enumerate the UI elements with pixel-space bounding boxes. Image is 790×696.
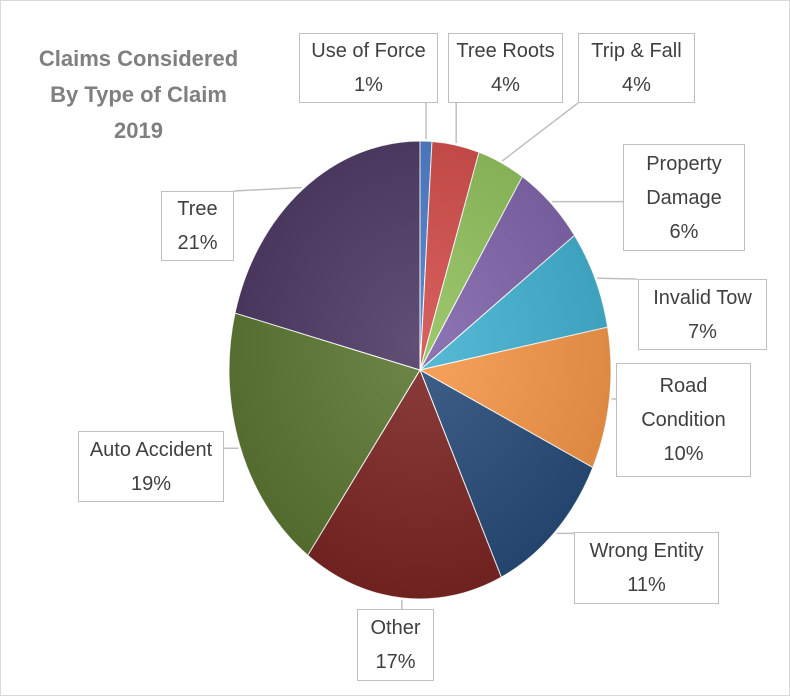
value-label: 19% [130, 472, 172, 495]
data-label: Wrong Entity 11% [574, 532, 719, 604]
data-label: Tree Roots 4% [448, 33, 563, 103]
data-label: Tree 21% [161, 191, 234, 261]
value-label: 11% [627, 574, 666, 596]
category-label: Tree [177, 198, 218, 220]
category-label: Wrong Entity [589, 540, 704, 562]
leader-line [501, 102, 579, 162]
category-label: Invalid Tow [653, 286, 752, 309]
value-label: 17% [375, 651, 416, 673]
leader-line [597, 277, 639, 280]
leader-line [233, 186, 302, 192]
data-label: Trip & Fall 4% [578, 33, 695, 103]
chart-title: Claims Considered By Type of Claim 2019 [38, 46, 239, 143]
data-label: Invalid Tow 7% [638, 279, 767, 350]
category-label: Auto Accident [89, 438, 213, 461]
data-label: Auto Accident 19% [78, 431, 224, 502]
value-label: 21% [177, 232, 218, 254]
value-label: 7% [688, 320, 717, 343]
category-label: Property Damage [646, 152, 722, 209]
category-label: Tree Roots [456, 40, 555, 62]
value-label: 6% [669, 220, 699, 243]
data-label: Road Condition 10% [616, 363, 751, 477]
category-label: Use of Force [311, 40, 426, 62]
data-label: Other 17% [357, 609, 434, 681]
value-label: 1% [354, 74, 383, 96]
slices [228, 140, 612, 600]
category-label: Road Condition [641, 375, 726, 431]
value-label: 4% [622, 74, 651, 96]
category-label: Other [370, 617, 421, 639]
data-label: Use of Force 1% [299, 33, 438, 103]
category-label: Trip & Fall [591, 40, 682, 62]
data-label: Property Damage 6% [623, 144, 745, 251]
value-label: 4% [491, 74, 520, 96]
value-label: 10% [663, 443, 704, 465]
